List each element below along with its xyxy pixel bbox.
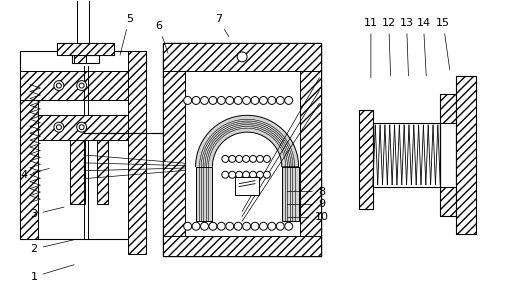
Bar bbox=[128, 51, 146, 254]
Bar bbox=[163, 71, 185, 236]
Text: 8: 8 bbox=[288, 186, 325, 196]
Text: 2: 2 bbox=[31, 240, 74, 254]
Circle shape bbox=[236, 155, 243, 162]
Bar bbox=[20, 115, 146, 140]
Bar bbox=[440, 94, 456, 216]
Text: 12: 12 bbox=[381, 18, 396, 76]
Bar bbox=[20, 100, 38, 239]
Circle shape bbox=[201, 96, 208, 104]
Circle shape bbox=[226, 96, 233, 104]
Text: 14: 14 bbox=[416, 18, 431, 76]
Circle shape bbox=[209, 222, 217, 230]
Text: 13: 13 bbox=[399, 18, 414, 76]
Bar bbox=[72, 55, 99, 63]
Circle shape bbox=[192, 96, 200, 104]
Bar bbox=[373, 123, 440, 187]
Bar bbox=[300, 71, 322, 236]
Circle shape bbox=[201, 222, 208, 230]
Text: 1: 1 bbox=[31, 265, 74, 282]
Circle shape bbox=[234, 96, 242, 104]
Bar bbox=[282, 167, 298, 221]
Circle shape bbox=[243, 96, 250, 104]
Bar bbox=[20, 51, 146, 239]
Circle shape bbox=[234, 222, 242, 230]
Bar bbox=[97, 140, 109, 204]
Circle shape bbox=[184, 222, 191, 230]
Text: 5: 5 bbox=[120, 14, 133, 55]
Circle shape bbox=[268, 222, 276, 230]
Circle shape bbox=[218, 222, 225, 230]
Circle shape bbox=[56, 83, 61, 88]
Circle shape bbox=[229, 155, 236, 162]
Bar bbox=[456, 76, 476, 234]
Text: 9: 9 bbox=[288, 199, 325, 209]
Text: 11: 11 bbox=[364, 18, 378, 78]
Circle shape bbox=[249, 155, 257, 162]
Bar bbox=[163, 236, 322, 256]
PathPatch shape bbox=[196, 115, 298, 167]
Bar bbox=[74, 55, 86, 63]
Text: 3: 3 bbox=[31, 207, 64, 219]
Circle shape bbox=[249, 171, 257, 178]
Circle shape bbox=[257, 155, 264, 162]
Circle shape bbox=[77, 81, 87, 91]
Bar bbox=[163, 43, 322, 71]
Circle shape bbox=[264, 155, 270, 162]
Bar bbox=[440, 187, 456, 216]
Circle shape bbox=[257, 171, 264, 178]
Circle shape bbox=[229, 171, 236, 178]
Bar bbox=[163, 43, 322, 256]
Circle shape bbox=[285, 222, 293, 230]
Circle shape bbox=[237, 52, 247, 62]
Circle shape bbox=[260, 96, 267, 104]
Text: 6: 6 bbox=[156, 21, 168, 53]
Circle shape bbox=[285, 96, 293, 104]
Circle shape bbox=[54, 81, 64, 91]
Bar bbox=[57, 43, 114, 55]
Circle shape bbox=[243, 155, 249, 162]
Text: 4: 4 bbox=[20, 168, 49, 180]
Circle shape bbox=[260, 222, 267, 230]
Circle shape bbox=[184, 96, 191, 104]
Circle shape bbox=[276, 96, 284, 104]
Text: 10: 10 bbox=[288, 212, 328, 222]
Bar bbox=[359, 110, 373, 209]
Text: 7: 7 bbox=[215, 14, 229, 37]
Circle shape bbox=[222, 171, 229, 178]
Circle shape bbox=[56, 125, 61, 130]
Circle shape bbox=[236, 171, 243, 178]
Text: 15: 15 bbox=[436, 18, 450, 70]
Bar bbox=[235, 177, 259, 195]
Circle shape bbox=[276, 222, 284, 230]
Circle shape bbox=[218, 96, 225, 104]
Circle shape bbox=[251, 96, 259, 104]
Bar bbox=[20, 71, 146, 100]
Circle shape bbox=[77, 122, 87, 132]
Bar bbox=[359, 110, 373, 209]
Bar bbox=[440, 94, 456, 123]
Bar bbox=[57, 43, 114, 55]
Bar bbox=[70, 140, 84, 204]
Circle shape bbox=[226, 222, 233, 230]
Bar bbox=[196, 167, 212, 221]
Circle shape bbox=[264, 171, 270, 178]
Circle shape bbox=[251, 222, 259, 230]
Circle shape bbox=[209, 96, 217, 104]
Circle shape bbox=[192, 222, 200, 230]
Circle shape bbox=[79, 125, 84, 130]
Circle shape bbox=[54, 122, 64, 132]
Circle shape bbox=[222, 155, 229, 162]
Circle shape bbox=[79, 83, 84, 88]
Circle shape bbox=[243, 222, 250, 230]
Circle shape bbox=[243, 171, 249, 178]
Circle shape bbox=[268, 96, 276, 104]
Bar bbox=[456, 76, 476, 234]
